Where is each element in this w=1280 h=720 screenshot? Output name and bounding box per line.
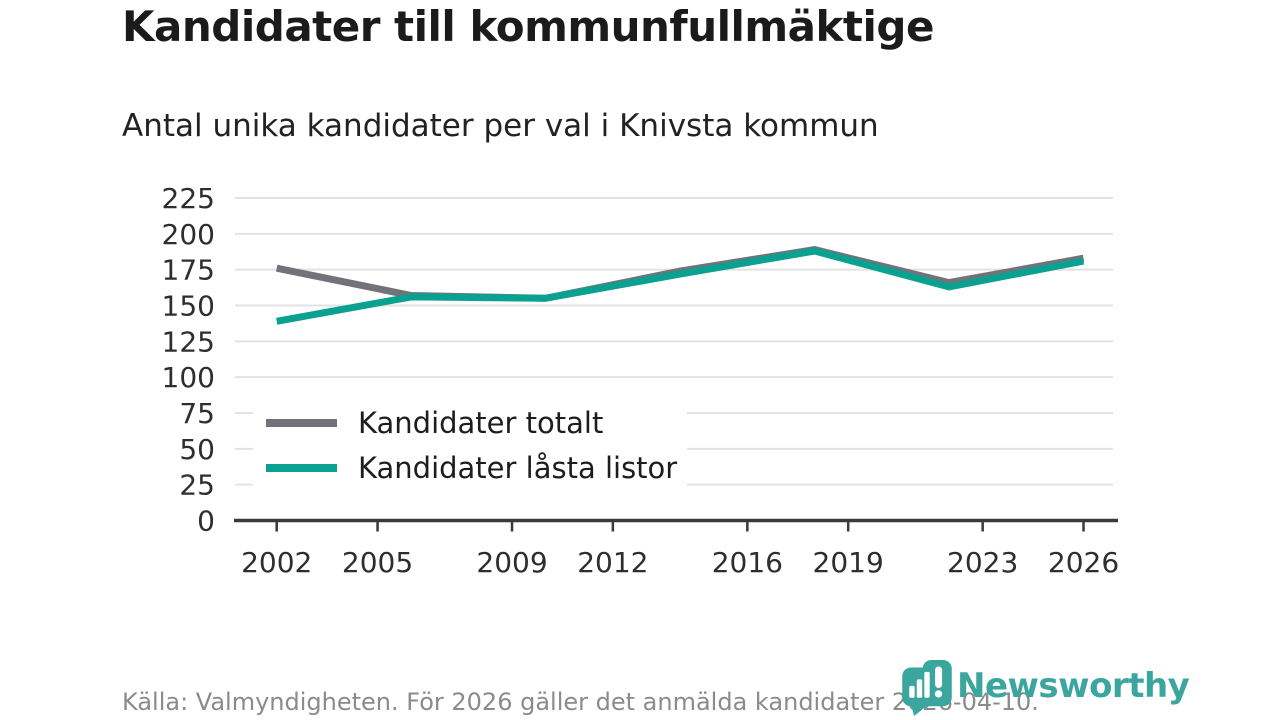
y-tick-label-175: 175 <box>162 254 215 287</box>
x-tick-label-2016: 2016 <box>712 546 783 579</box>
y-tick-label-225: 225 <box>162 182 215 215</box>
legend-label-kandidater-totalt: Kandidater totalt <box>358 405 604 440</box>
chart-title: Kandidater till kommunfullmäktige <box>122 2 934 51</box>
y-tick-label-50: 50 <box>179 433 215 466</box>
x-tick-label-2005: 2005 <box>342 546 413 579</box>
legend-label-kandidater-l-sta-listor: Kandidater låsta listor <box>358 450 678 485</box>
y-tick-label-125: 125 <box>162 325 215 358</box>
y-tick-label-0: 0 <box>197 505 215 538</box>
legend-swatch-kandidater-l-sta-listor <box>266 463 337 472</box>
y-tick-label-25: 25 <box>179 469 215 502</box>
legend-item-kandidater-totalt: Kandidater totalt <box>253 400 687 445</box>
x-tick-label-2019: 2019 <box>813 546 884 579</box>
x-tick-label-2009: 2009 <box>476 546 547 579</box>
x-tick-label-2002: 2002 <box>241 546 312 579</box>
y-tick-label-200: 200 <box>162 218 215 251</box>
y-tick-label-150: 150 <box>162 290 215 323</box>
legend-item-kandidater-l-sta-listor: Kandidater låsta listor <box>253 445 687 490</box>
series-line-kandidater-l-sta-listor <box>276 247 1085 325</box>
legend-swatch-kandidater-totalt <box>266 418 337 427</box>
source-note: Källa: Valmyndigheten. För 2026 gäller d… <box>122 688 1039 716</box>
x-tick-label-2012: 2012 <box>577 546 648 579</box>
chart-legend: Kandidater totalt Kandidater låsta listor <box>253 400 687 499</box>
y-tick-label-75: 75 <box>179 397 215 430</box>
chart-subtitle: Antal unika kandidater per val i Knivsta… <box>122 108 879 144</box>
x-tick-label-2026: 2026 <box>1048 546 1119 579</box>
x-tick-label-2023: 2023 <box>947 546 1018 579</box>
y-tick-label-100: 100 <box>162 361 215 394</box>
